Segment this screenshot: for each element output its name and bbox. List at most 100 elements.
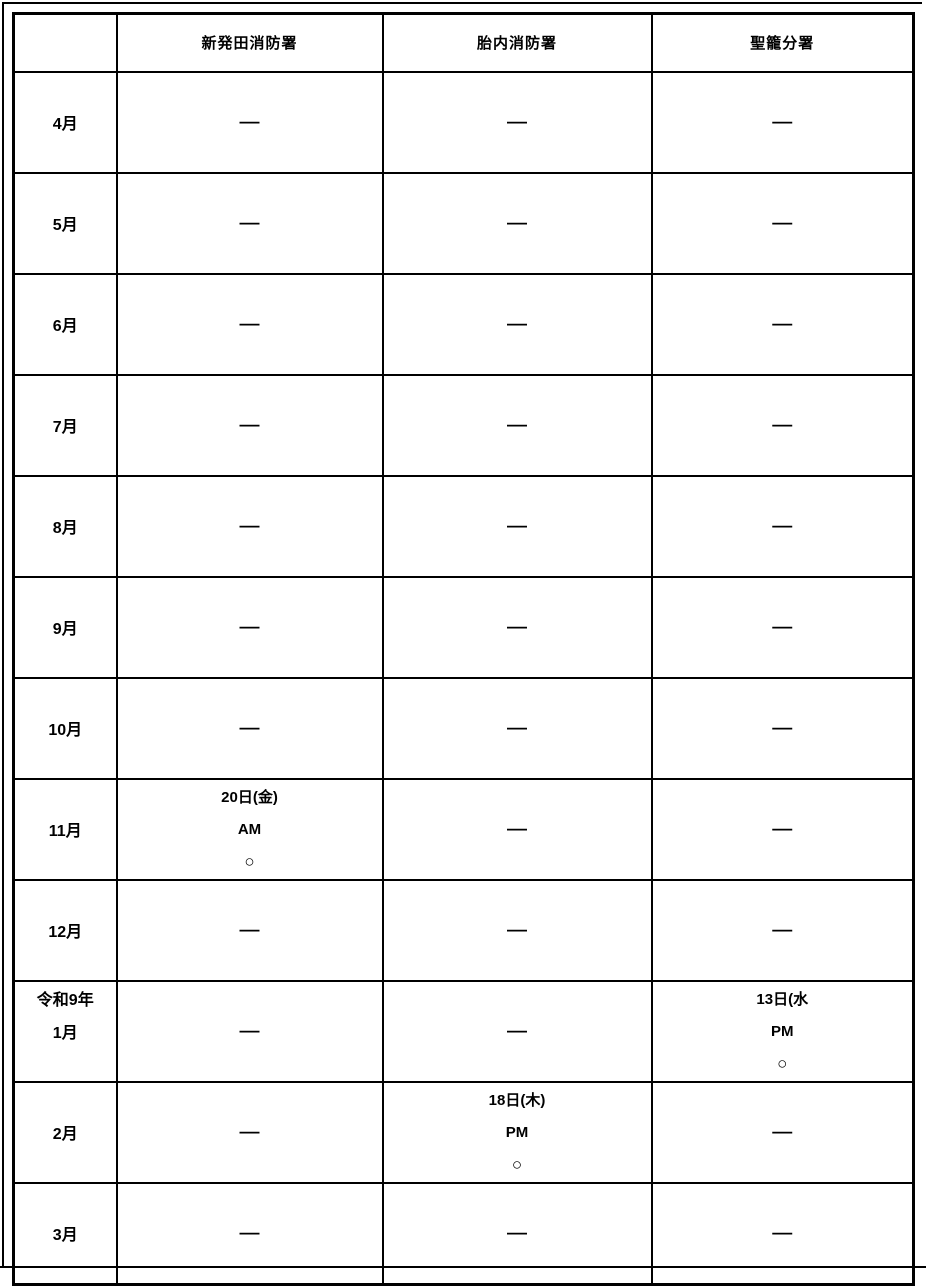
schedule-cell: — xyxy=(115,70,384,174)
month-cell: 6月 xyxy=(12,272,118,376)
schedule-cell: — xyxy=(115,474,384,578)
schedule-cell: — xyxy=(115,1181,384,1285)
cell-line: — xyxy=(772,212,793,233)
cell-line: 4月 xyxy=(52,116,78,133)
cell-line: — xyxy=(772,919,793,940)
cell-line: ○ xyxy=(511,1155,523,1174)
cell-line: 18日(木) xyxy=(488,1091,546,1109)
cell-line: — xyxy=(772,1121,793,1142)
table-row: 5月 — — — xyxy=(12,171,915,275)
schedule-cell: 20日(金) AM ○ xyxy=(115,777,384,881)
month-cell: 5月 xyxy=(12,171,118,275)
cell-lines: 令和9年 1月 xyxy=(16,983,115,1080)
cell-line: 6月 xyxy=(52,318,78,335)
column-header-shibata-fire-station: 新発田消防署 xyxy=(115,12,384,73)
schedule-cell: — xyxy=(381,1181,653,1285)
column-header-tainai-fire-station: 胎内消防署 xyxy=(381,12,653,73)
table-row: 9月 — — — xyxy=(12,575,915,679)
cell-line: — xyxy=(507,919,527,940)
schedule-cell: — xyxy=(650,777,915,881)
cell-line: 7月 xyxy=(52,419,78,436)
schedule-cell: — xyxy=(115,1080,384,1184)
cell-line: ○ xyxy=(244,852,255,871)
cell-line: — xyxy=(239,616,260,637)
cell-line xyxy=(16,1048,115,1080)
table-row: 2月 — 18日(木) PM ○ — xyxy=(12,1080,915,1184)
cell-line: — xyxy=(772,111,793,132)
schedule-cell: — xyxy=(115,575,384,679)
schedule-cell: — xyxy=(381,676,653,780)
month-cell: 11月 xyxy=(12,777,118,881)
cell-line: — xyxy=(772,717,793,738)
schedule-cell: 18日(木) PM ○ xyxy=(381,1080,653,1184)
schedule-cell: — xyxy=(650,1181,915,1285)
cell-line: — xyxy=(507,818,527,839)
page-border-top xyxy=(2,2,922,4)
schedule-cell: 13日(水 PM ○ xyxy=(650,979,915,1083)
cell-line: — xyxy=(772,414,793,435)
cell-line: — xyxy=(239,111,260,132)
schedule-cell: — xyxy=(381,878,653,982)
cell-line: PM xyxy=(505,1123,529,1141)
schedule-cell: — xyxy=(381,373,653,477)
corner-header-cell xyxy=(12,12,118,73)
cell-line: 20日(金) xyxy=(221,788,278,806)
schedule-cell: — xyxy=(115,171,384,275)
cell-line: — xyxy=(239,919,260,940)
schedule-cell: — xyxy=(381,70,653,174)
cell-line: — xyxy=(772,313,793,334)
schedule-cell: — xyxy=(381,575,653,679)
cell-line: — xyxy=(239,1020,260,1041)
schedule-cell: — xyxy=(115,878,384,982)
schedule-cell: — xyxy=(115,676,384,780)
schedule-cell: — xyxy=(650,676,915,780)
table-row: 12月 — — — xyxy=(12,878,915,982)
cell-line: — xyxy=(507,212,527,233)
cell-line: — xyxy=(507,1222,527,1243)
cell-line: 10月 xyxy=(48,722,83,739)
cell-line: — xyxy=(239,212,260,233)
table-row: 10月 — — — xyxy=(12,676,915,780)
month-cell: 9月 xyxy=(12,575,118,679)
cell-lines: 18日(木) PM ○ xyxy=(385,1084,650,1181)
page-border-left xyxy=(2,2,4,1266)
cell-lines: 13日(水 PM ○ xyxy=(654,983,912,1080)
column-header-seiro-branch: 聖籠分署 xyxy=(650,12,915,73)
table-row: 3月 — — — xyxy=(12,1181,915,1285)
cell-line: — xyxy=(772,515,793,536)
inspection-schedule-table: 新発田消防署 胎内消防署 聖籠分署 4月 — — —5月 — — —6月 — — —7月 — — —8月… xyxy=(12,12,915,1286)
month-cell: 令和9年 1月 xyxy=(12,979,118,1083)
table-row: 8月 — — — xyxy=(12,474,915,578)
schedule-cell: — xyxy=(381,474,653,578)
cell-line: — xyxy=(239,1121,260,1142)
schedule-cell: — xyxy=(115,373,384,477)
cell-line: — xyxy=(507,515,527,536)
cell-line: 8月 xyxy=(52,520,78,537)
schedule-cell: — xyxy=(650,575,915,679)
cell-line: 9月 xyxy=(52,621,78,638)
month-cell: 12月 xyxy=(12,878,118,982)
cell-line: — xyxy=(772,616,793,637)
cell-line: — xyxy=(507,111,527,132)
table-row: 令和9年 1月 — — 13日(水 PM ○ xyxy=(12,979,915,1083)
table-row: 6月 — — — xyxy=(12,272,915,376)
schedule-cell: — xyxy=(381,979,653,1083)
cell-line: ○ xyxy=(777,1054,788,1073)
month-cell: 8月 xyxy=(12,474,118,578)
schedule-cell: — xyxy=(115,272,384,376)
cell-line: 2月 xyxy=(52,1126,78,1143)
cell-line: 13日(水 xyxy=(756,990,809,1008)
cell-line: 11月 xyxy=(48,823,82,840)
cell-line: 5月 xyxy=(52,217,78,234)
schedule-cell: — xyxy=(650,70,915,174)
schedule-cell: — xyxy=(650,1080,915,1184)
schedule-cell: — xyxy=(650,272,915,376)
schedule-cell: — xyxy=(650,474,915,578)
cell-line: — xyxy=(772,1222,793,1243)
month-cell: 4月 xyxy=(12,70,118,174)
cell-line: — xyxy=(239,717,260,738)
cell-line: — xyxy=(239,1222,260,1243)
month-cell: 10月 xyxy=(12,676,118,780)
cell-line: — xyxy=(507,717,527,738)
month-cell: 7月 xyxy=(12,373,118,477)
